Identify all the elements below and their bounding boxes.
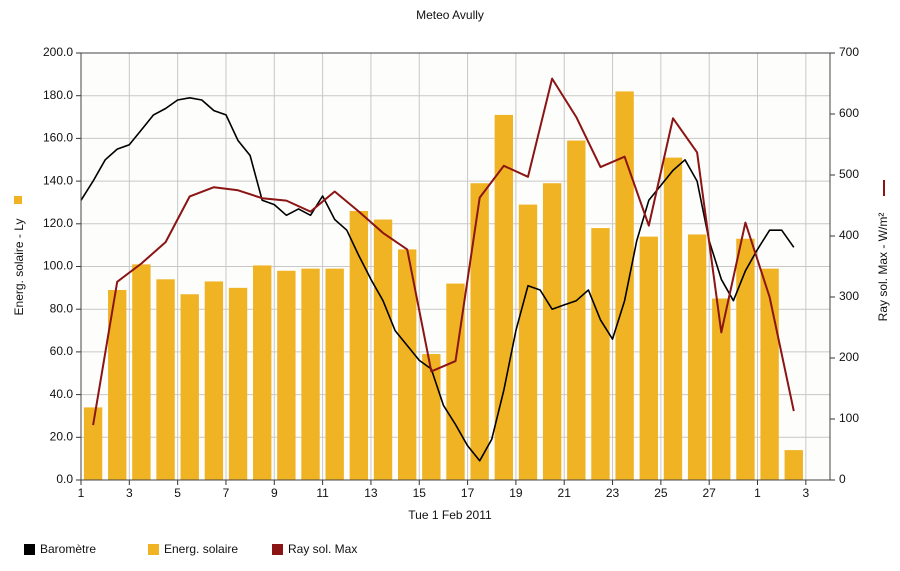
bar: [301, 268, 320, 480]
legend-swatch: [24, 544, 35, 555]
y2-tick-label: 300: [839, 289, 859, 303]
y-axis-key: [14, 196, 22, 204]
bar: [736, 238, 755, 480]
x-tick-label: 3: [126, 486, 133, 500]
x-tick-label: 1: [754, 486, 761, 500]
y2-tick-label: 600: [839, 106, 859, 120]
x-tick-label: 1: [78, 486, 85, 500]
chart-title: Meteo Avully: [416, 8, 484, 22]
legend-swatch: [148, 544, 159, 555]
bar: [567, 140, 586, 480]
bar: [518, 204, 538, 480]
bar: [373, 219, 393, 480]
plot-frame: [80, 52, 831, 481]
line: [92, 77, 795, 426]
y-tick-label: 160.0: [43, 131, 73, 145]
bar: [784, 450, 803, 480]
bar: [422, 354, 441, 480]
y2-tick-label: 400: [839, 228, 859, 242]
bar: [663, 157, 683, 481]
y2-tick-label: 500: [839, 167, 859, 181]
x-tick-label: 3: [802, 486, 809, 500]
y-tick-label: 0.0: [56, 472, 73, 486]
bar: [204, 281, 224, 480]
x-tick-label: 13: [364, 486, 378, 500]
y-tick-label: 120.0: [43, 216, 73, 230]
x-tick-label: 15: [413, 486, 427, 500]
y2-axis-label: Ray sol. Max - W/m²: [876, 213, 890, 322]
bar: [180, 294, 199, 480]
y-tick-label: 20.0: [50, 429, 74, 443]
y-tick-label: 140.0: [43, 173, 73, 187]
x-tick-label: 27: [703, 486, 717, 500]
x-tick-label: 25: [654, 486, 668, 500]
bar: [156, 279, 175, 480]
y-tick-label: 80.0: [50, 301, 74, 315]
x-tick-label: 11: [316, 486, 329, 500]
bar: [277, 270, 296, 480]
bar: [591, 228, 610, 480]
legend-swatch: [272, 544, 283, 555]
bar: [687, 234, 707, 480]
x-tick-label: 9: [271, 486, 278, 500]
y-tick-label: 100.0: [43, 259, 73, 273]
bar: [494, 114, 514, 480]
bar: [712, 298, 731, 480]
bar: [325, 268, 344, 480]
x-tick-label: 19: [509, 486, 523, 500]
x-tick-label: 7: [223, 486, 230, 500]
x-tick-label: 17: [461, 486, 475, 500]
bar: [83, 407, 103, 480]
bar: [397, 249, 417, 480]
y-tick-label: 180.0: [43, 88, 73, 102]
legend-label: Baromètre: [40, 542, 96, 556]
y2-tick-label: 0: [839, 472, 846, 486]
bar: [639, 236, 658, 480]
bar: [470, 183, 489, 481]
bar: [349, 210, 369, 481]
bar: [615, 91, 634, 481]
bar: [132, 264, 151, 480]
y-axis-label: Energ. solaire - Ly: [12, 219, 26, 316]
y2-tick-label: 700: [839, 45, 859, 59]
line: [80, 97, 795, 462]
x-tick-label: 5: [174, 486, 181, 500]
bar: [253, 265, 272, 480]
y2-tick-label: 200: [839, 350, 859, 364]
bar: [228, 287, 248, 480]
x-axis-label: Tue 1 Feb 2011: [408, 508, 492, 522]
y-tick-label: 60.0: [50, 344, 74, 358]
x-tick-label: 21: [558, 486, 572, 500]
y-tick-label: 200.0: [43, 45, 73, 59]
y2-tick-label: 100: [839, 411, 859, 425]
x-tick-label: 23: [606, 486, 620, 500]
bar: [542, 183, 562, 481]
bar: [108, 289, 127, 480]
legend-label: Energ. solaire: [164, 542, 238, 556]
legend-label: Ray sol. Max: [288, 542, 357, 556]
y-tick-label: 40.0: [50, 387, 74, 401]
